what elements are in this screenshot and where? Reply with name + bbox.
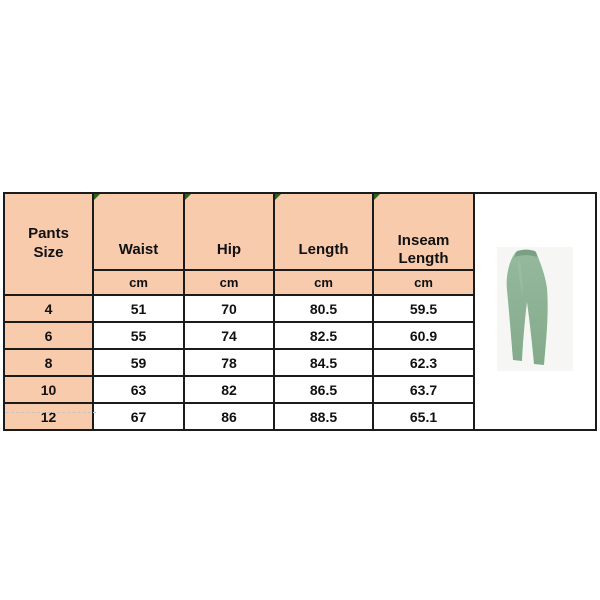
unit-cell-inseam: cm bbox=[372, 269, 475, 296]
cell-corner-mark bbox=[375, 195, 380, 200]
length-cell: 88.5 bbox=[273, 402, 374, 431]
header-label-inseam: Inseam Length bbox=[397, 231, 450, 268]
hip-cell: 86 bbox=[183, 402, 275, 431]
table-row-size-4: 4 51 70 80.5 59.5 bbox=[3, 294, 596, 323]
inseam-cell: 60.9 bbox=[372, 321, 475, 350]
waist-cell: 55 bbox=[92, 321, 185, 350]
header-cell-length: Length bbox=[273, 192, 374, 271]
cell-corner-mark bbox=[95, 195, 100, 200]
header-cell-pants-size: Pants Size bbox=[3, 192, 94, 296]
size-cell: 10 bbox=[3, 375, 94, 404]
size-cell: 6 bbox=[3, 321, 94, 350]
size-cell: 4 bbox=[3, 294, 94, 323]
header-label-waist: Waist bbox=[118, 240, 159, 258]
unit-cell-hip: cm bbox=[183, 269, 275, 296]
hip-cell: 82 bbox=[183, 375, 275, 404]
header-label-hip: Hip bbox=[216, 240, 242, 258]
unit-cell-length: cm bbox=[273, 269, 374, 296]
inseam-cell: 63.7 bbox=[372, 375, 475, 404]
size-cell: 8 bbox=[3, 348, 94, 377]
cell-corner-mark bbox=[186, 195, 191, 200]
hip-cell: 78 bbox=[183, 348, 275, 377]
leggings-seam-highlight bbox=[518, 259, 523, 297]
unit-row: cm cm cm cm bbox=[4, 269, 596, 296]
length-cell: 84.5 bbox=[273, 348, 374, 377]
leggings-silhouette bbox=[506, 249, 548, 365]
inseam-cell: 62.3 bbox=[372, 348, 475, 377]
header-cell-hip: Hip bbox=[183, 192, 275, 271]
size-cell: 12 bbox=[3, 402, 94, 431]
length-cell: 86.5 bbox=[273, 375, 374, 404]
header-cell-inseam-length: Inseam Length bbox=[372, 192, 475, 271]
header-label-length: Length bbox=[298, 240, 349, 258]
size-chart-table: Pants Size Waist Hip Length Inseam Lengt… bbox=[3, 192, 597, 431]
inseam-cell: 65.1 bbox=[372, 402, 475, 431]
waist-cell: 67 bbox=[92, 402, 185, 431]
table-row-size-6: 6 55 74 82.5 60.9 bbox=[3, 321, 596, 350]
table-row-size-10: 10 63 82 86.5 63.7 bbox=[3, 375, 596, 404]
product-image-cell bbox=[473, 192, 597, 431]
inseam-cell: 59.5 bbox=[372, 294, 475, 323]
leggings-waistband bbox=[515, 249, 537, 257]
header-cell-waist: Waist bbox=[92, 192, 185, 271]
header-row: Pants Size Waist Hip Length Inseam Lengt… bbox=[3, 192, 597, 431]
leggings-image bbox=[497, 247, 573, 371]
table-row-size-8: 8 59 78 84.5 62.3 bbox=[3, 348, 596, 377]
cell-corner-mark bbox=[276, 195, 281, 200]
hip-cell: 74 bbox=[183, 321, 275, 350]
length-cell: 82.5 bbox=[273, 321, 374, 350]
unit-cell-waist: cm bbox=[92, 269, 185, 296]
hip-cell: 70 bbox=[183, 294, 275, 323]
waist-cell: 63 bbox=[92, 375, 185, 404]
page-break-dashed-line bbox=[6, 412, 96, 413]
waist-cell: 51 bbox=[92, 294, 185, 323]
length-cell: 80.5 bbox=[273, 294, 374, 323]
table-row-size-12: 12 67 86 88.5 65.1 bbox=[3, 402, 596, 431]
waist-cell: 59 bbox=[92, 348, 185, 377]
